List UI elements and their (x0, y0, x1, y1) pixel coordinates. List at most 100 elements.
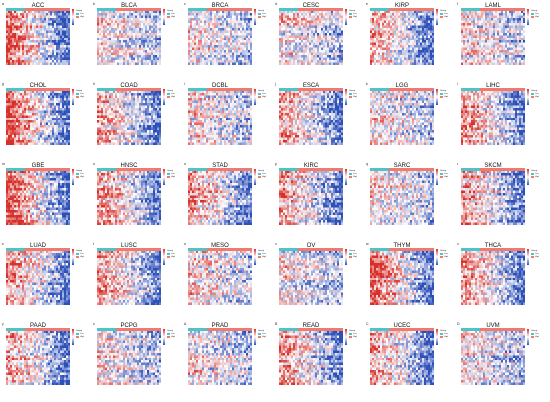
legend-group-title: Group (531, 170, 538, 172)
color-scale-bar (72, 89, 74, 105)
panel-letter: z (93, 322, 95, 326)
legend-swatch (440, 336, 443, 338)
legend-swatch (76, 96, 79, 98)
group-annotation-bar (370, 328, 434, 331)
color-scale-bar (527, 9, 529, 25)
legend-swatch (440, 256, 443, 258)
heatmap-legend: Group Low High (349, 10, 365, 50)
legend-swatch (167, 336, 170, 338)
group-annotation-bar (97, 248, 161, 251)
expression-heatmap (370, 91, 434, 145)
legend-group-label: Low (171, 173, 175, 175)
panel-title: UCEC (393, 323, 411, 329)
legend-group-label: High (262, 96, 267, 98)
heatmap-legend: Group Low High (167, 90, 183, 130)
heatmap-panel-coad: h COAD Group Low High (93, 82, 184, 162)
panel-title: SARC (393, 163, 411, 169)
legend-group-label: Low (262, 13, 266, 15)
legend-group-title: Group (76, 10, 83, 12)
legend-group-title: Group (440, 10, 447, 12)
heatmap-legend: Group Low High (167, 250, 183, 290)
legend-swatch (531, 336, 534, 338)
panel-title: COAD (120, 83, 138, 89)
legend-group-label: Low (80, 93, 84, 95)
panel-letter: o (184, 162, 186, 166)
expression-heatmap (188, 91, 252, 145)
expression-heatmap (97, 91, 161, 145)
expression-heatmap (279, 331, 343, 385)
legend-swatch (76, 93, 79, 95)
legend-group-label: Low (262, 93, 266, 95)
heatmap-panel-kirc: p KIRC Group Low High (275, 162, 366, 242)
color-scale-bar (345, 169, 347, 185)
legend-swatch (440, 173, 443, 175)
color-scale-bar (254, 169, 256, 185)
legend-group-label: Low (353, 333, 357, 335)
legend-group-label: High (444, 256, 449, 258)
legend-group-title: Group (440, 330, 447, 332)
legend-group-title: Group (167, 170, 174, 172)
legend-group-title: Group (76, 250, 83, 252)
panel-letter: f (457, 2, 458, 6)
expression-heatmap (461, 11, 525, 65)
heatmap-legend: Group Low High (531, 250, 547, 290)
group-annotation-bar (279, 8, 343, 11)
legend-group-label: High (444, 336, 449, 338)
color-scale-bar (436, 169, 438, 185)
legend-swatch (440, 13, 443, 15)
legend-group-label: High (171, 176, 176, 178)
expression-heatmap (6, 91, 70, 145)
color-scale-bar (527, 89, 529, 105)
legend-group-label: Low (171, 13, 175, 15)
expression-heatmap (188, 11, 252, 65)
group-annotation-bar (188, 328, 252, 331)
panel-letter: r (457, 162, 459, 166)
legend-group-title: Group (258, 10, 265, 12)
group-annotation-bar (6, 88, 70, 91)
group-annotation-bar (97, 8, 161, 11)
heatmap-panel-prad: A PRAD Group Low High (184, 322, 275, 402)
legend-swatch (258, 93, 261, 95)
panel-letter: B (275, 322, 278, 326)
legend-group-label: Low (444, 93, 448, 95)
legend-swatch (531, 176, 534, 178)
legend-swatch (167, 333, 170, 335)
panel-title: STAD (212, 163, 228, 169)
heatmap-legend: Group Low High (76, 250, 92, 290)
legend-group-label: High (262, 256, 267, 258)
heatmap-panel-cesc: d CESC Group Low High (275, 2, 366, 82)
color-scale-bar (345, 249, 347, 265)
panel-letter: l (457, 82, 458, 86)
legend-group-label: Low (535, 93, 539, 95)
heatmap-legend: Group Low High (349, 90, 365, 130)
legend-swatch (349, 256, 352, 258)
heatmap-legend: Group Low High (167, 170, 183, 210)
group-annotation-bar (461, 248, 525, 251)
legend-group-title: Group (167, 330, 174, 332)
heatmap-legend: Group Low High (531, 90, 547, 130)
expression-heatmap (97, 251, 161, 305)
legend-group-label: Low (535, 173, 539, 175)
heatmap-panel-ucec: C UCEC Group Low High (366, 322, 457, 402)
legend-swatch (531, 173, 534, 175)
heatmap-legend: Group Low High (349, 250, 365, 290)
color-scale-bar (436, 249, 438, 265)
legend-group-label: Low (80, 13, 84, 15)
legend-group-label: Low (353, 173, 357, 175)
expression-heatmap (6, 251, 70, 305)
legend-swatch (258, 333, 261, 335)
expression-heatmap (279, 251, 343, 305)
panel-letter: C (366, 322, 369, 326)
expression-heatmap (6, 331, 70, 385)
expression-heatmap (370, 251, 434, 305)
legend-group-label: Low (353, 93, 357, 95)
legend-swatch (349, 96, 352, 98)
expression-heatmap (461, 251, 525, 305)
legend-swatch (258, 173, 261, 175)
legend-group-label: High (262, 16, 267, 18)
legend-group-label: High (353, 176, 358, 178)
legend-group-title: Group (76, 170, 83, 172)
legend-group-label: High (171, 16, 176, 18)
expression-heatmap (97, 171, 161, 225)
